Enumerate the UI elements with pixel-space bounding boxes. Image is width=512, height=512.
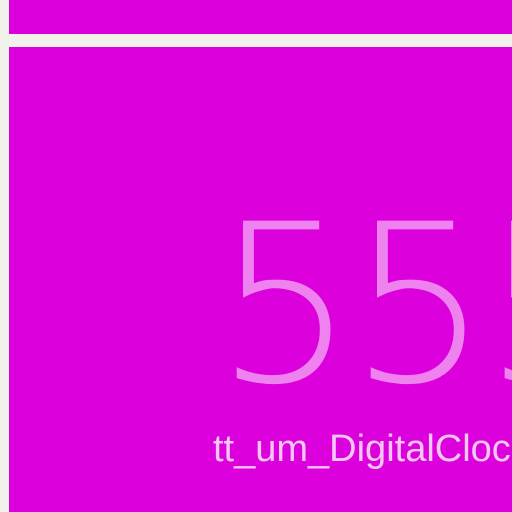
clock-value: 555 — [215, 177, 512, 433]
top-panel — [9, 0, 512, 34]
clock-caption: tt_um_DigitalClock — [213, 428, 512, 470]
clock-widget-panel[interactable]: 555 tt_um_DigitalClock — [9, 47, 512, 512]
